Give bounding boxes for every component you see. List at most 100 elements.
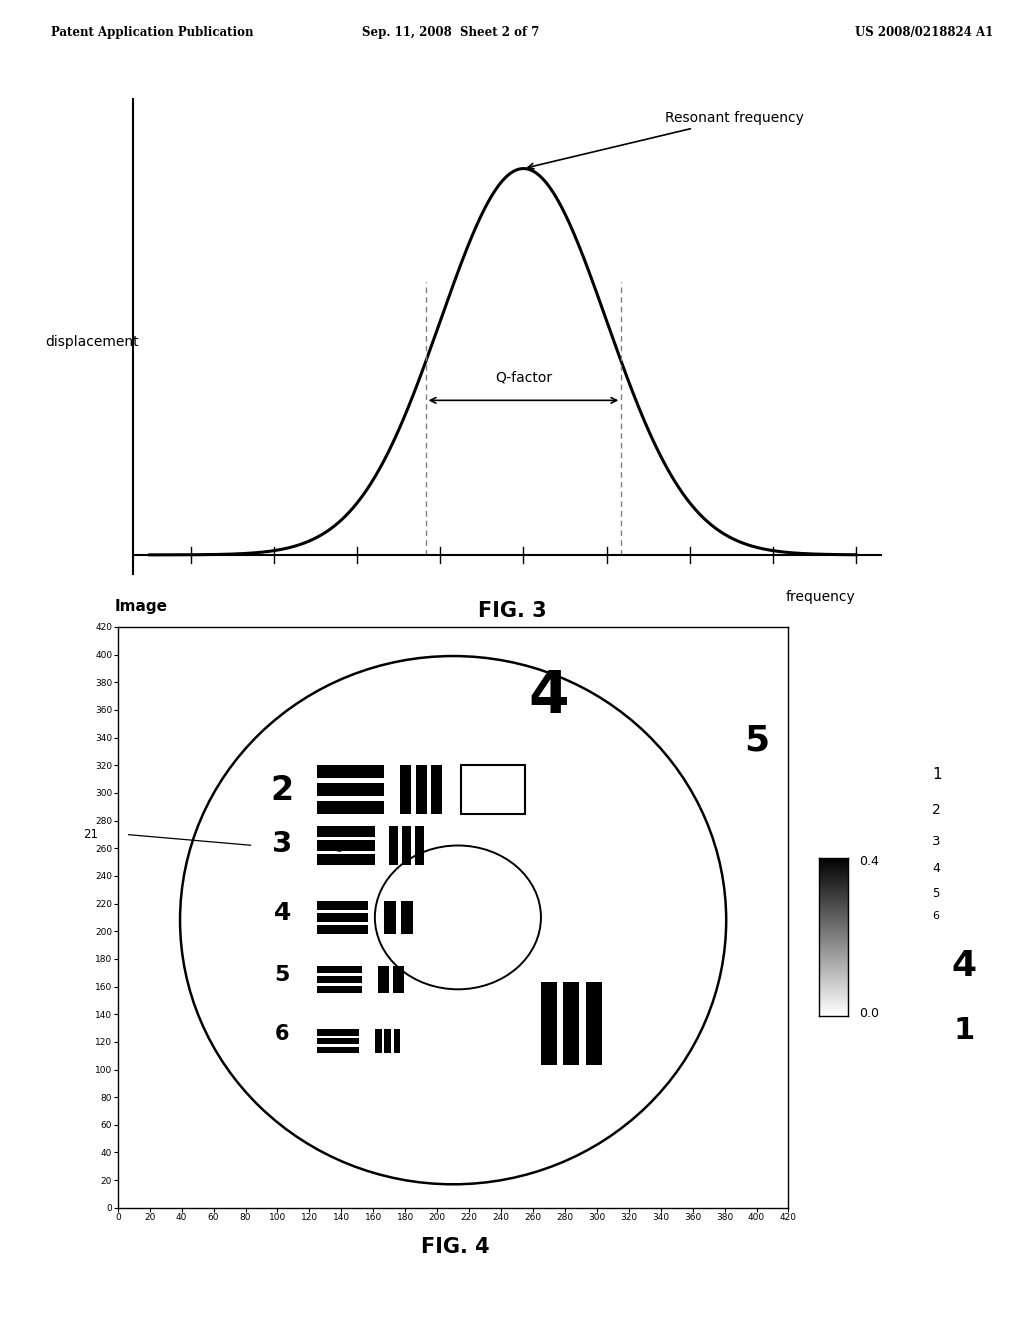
Text: 4: 4	[932, 862, 940, 875]
Bar	[825, 838, 856, 845]
Bar	[461, 766, 525, 813]
Bar	[873, 911, 877, 923]
Bar	[860, 887, 863, 902]
Text: 1: 1	[953, 1016, 975, 1045]
Bar	[317, 986, 362, 994]
Bar	[805, 989, 892, 1007]
Bar	[317, 913, 369, 921]
Bar	[891, 830, 894, 853]
Text: frequency: frequency	[786, 590, 856, 603]
Bar	[870, 911, 872, 923]
Bar	[317, 966, 362, 973]
Text: 0.4: 0.4	[859, 855, 880, 867]
Bar	[871, 887, 873, 902]
Text: 6: 6	[275, 1023, 290, 1044]
Bar	[825, 898, 849, 902]
Text: 4: 4	[528, 668, 569, 725]
Bar	[886, 830, 889, 853]
Bar	[825, 781, 865, 791]
Bar	[899, 799, 903, 824]
Bar	[877, 760, 881, 791]
Bar	[378, 966, 389, 994]
Text: displacement: displacement	[45, 335, 138, 350]
Text: 5: 5	[744, 723, 769, 758]
Bar	[805, 1044, 892, 1059]
Bar	[805, 1018, 892, 1034]
Bar	[317, 1047, 358, 1053]
Bar	[883, 799, 887, 824]
Text: 3: 3	[932, 834, 941, 847]
Bar	[825, 867, 852, 873]
Bar	[885, 861, 888, 879]
Bar	[901, 760, 905, 791]
Bar	[317, 801, 384, 813]
Bar	[881, 830, 885, 853]
Bar	[907, 760, 911, 791]
Bar	[871, 830, 874, 853]
Text: 5: 5	[932, 887, 940, 900]
Bar	[825, 760, 865, 768]
Bar	[541, 982, 557, 1065]
Bar	[389, 826, 398, 865]
Bar	[825, 892, 849, 896]
Text: 6: 6	[932, 911, 939, 921]
Bar	[871, 799, 876, 824]
Bar	[888, 799, 892, 824]
Bar	[563, 982, 580, 1065]
Bar	[431, 766, 442, 813]
Text: US 2008/0218824 A1: US 2008/0218824 A1	[855, 26, 993, 38]
Bar	[415, 826, 424, 865]
Bar	[825, 808, 860, 814]
Bar	[825, 771, 865, 779]
Bar	[864, 887, 866, 902]
Bar	[889, 760, 893, 791]
Bar	[393, 1030, 400, 1053]
Bar	[825, 861, 852, 866]
Text: 21: 21	[84, 828, 98, 841]
Bar	[825, 799, 860, 805]
Text: Q-factor: Q-factor	[495, 371, 552, 385]
Bar	[384, 1030, 391, 1053]
Bar	[867, 911, 869, 923]
Bar	[825, 846, 856, 853]
Bar	[401, 900, 414, 935]
Bar	[317, 975, 362, 983]
Bar	[866, 830, 870, 853]
Bar	[317, 900, 369, 909]
Text: 2: 2	[932, 803, 941, 817]
Bar	[586, 982, 602, 1065]
Bar	[860, 911, 863, 923]
Bar	[825, 911, 846, 913]
Text: Resonant frequency: Resonant frequency	[528, 111, 804, 169]
Bar	[825, 887, 849, 891]
Bar	[825, 915, 846, 919]
Bar	[871, 861, 874, 879]
Bar	[317, 925, 369, 935]
Bar	[400, 766, 412, 813]
Text: 4: 4	[951, 949, 977, 983]
Bar	[881, 861, 884, 879]
Text: Image: Image	[115, 599, 167, 614]
Bar	[883, 760, 887, 791]
Text: Patent Application Publication: Patent Application Publication	[51, 26, 254, 38]
Bar	[874, 887, 878, 902]
Bar	[317, 783, 384, 796]
Bar	[317, 826, 375, 837]
Bar	[877, 861, 880, 879]
Text: Sep. 11, 2008  Sheet 2 of 7: Sep. 11, 2008 Sheet 2 of 7	[361, 26, 540, 38]
Bar	[825, 920, 846, 923]
Bar	[825, 830, 856, 837]
Text: 2: 2	[270, 774, 294, 807]
Bar	[879, 887, 881, 902]
Bar	[864, 911, 866, 923]
Bar	[825, 874, 852, 879]
Bar	[863, 861, 866, 879]
Bar	[867, 887, 870, 902]
Bar	[416, 766, 427, 813]
Text: FIG. 4: FIG. 4	[421, 1237, 490, 1257]
Bar	[894, 799, 898, 824]
Bar	[317, 854, 375, 865]
Bar	[375, 1030, 382, 1053]
Bar	[877, 830, 880, 853]
Bar	[317, 841, 375, 850]
